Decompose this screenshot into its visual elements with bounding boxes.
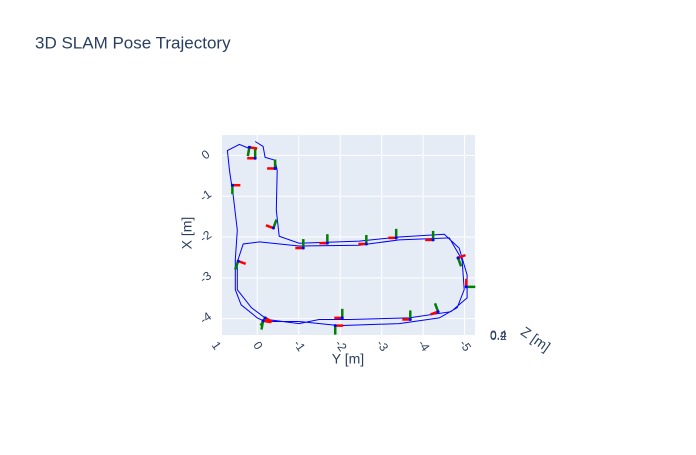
pose-origin	[408, 317, 412, 321]
x-tick-label: -1	[291, 337, 309, 354]
y-axis-title: X [m]	[179, 217, 195, 250]
pose-y-axis	[433, 302, 440, 313]
pose-origin	[364, 242, 368, 246]
z-tick-label: 0.2	[490, 329, 507, 343]
pose-origin	[253, 156, 257, 160]
pose-origin	[263, 316, 267, 320]
pose-y-axis	[233, 260, 240, 271]
y-tick-label: -3	[197, 268, 214, 286]
pose-origin	[247, 145, 251, 149]
x-tick-label: -5	[457, 337, 475, 354]
pose-origin	[436, 310, 440, 314]
pose-origin	[236, 259, 240, 263]
x-tick-label: -4	[415, 337, 433, 354]
trajectory-line	[226, 141, 468, 327]
pose-origin	[333, 324, 337, 328]
pose-origin	[301, 246, 305, 250]
pose-origin	[431, 238, 435, 242]
y-tick-label: -2	[197, 227, 214, 245]
pose-origin	[325, 241, 329, 245]
pose-origin	[456, 256, 460, 260]
y-tick-label: -4	[197, 309, 214, 327]
pose-origin	[464, 285, 468, 289]
pose-origin	[261, 319, 265, 323]
pose-origin	[271, 226, 275, 230]
y-tick-label: 0	[199, 147, 213, 162]
z-axis-title: Z [m]	[518, 323, 553, 354]
x-tick-label: 0	[250, 339, 265, 353]
x-tick-label: 1	[209, 339, 224, 353]
pose-origin	[273, 166, 277, 170]
pose-origin	[394, 236, 398, 240]
pose-y-axis	[456, 257, 463, 267]
pose-y-axis	[272, 219, 278, 229]
x-tick-label: -3	[374, 337, 392, 354]
y-tick-label: -1	[197, 187, 214, 205]
chart-title: 3D SLAM Pose Trajectory	[35, 33, 231, 52]
pose-origin	[340, 316, 344, 320]
x-axis-title: Y [m]	[332, 351, 364, 367]
z-tick-label: 0.4	[490, 328, 507, 342]
pose-origin	[230, 183, 234, 187]
